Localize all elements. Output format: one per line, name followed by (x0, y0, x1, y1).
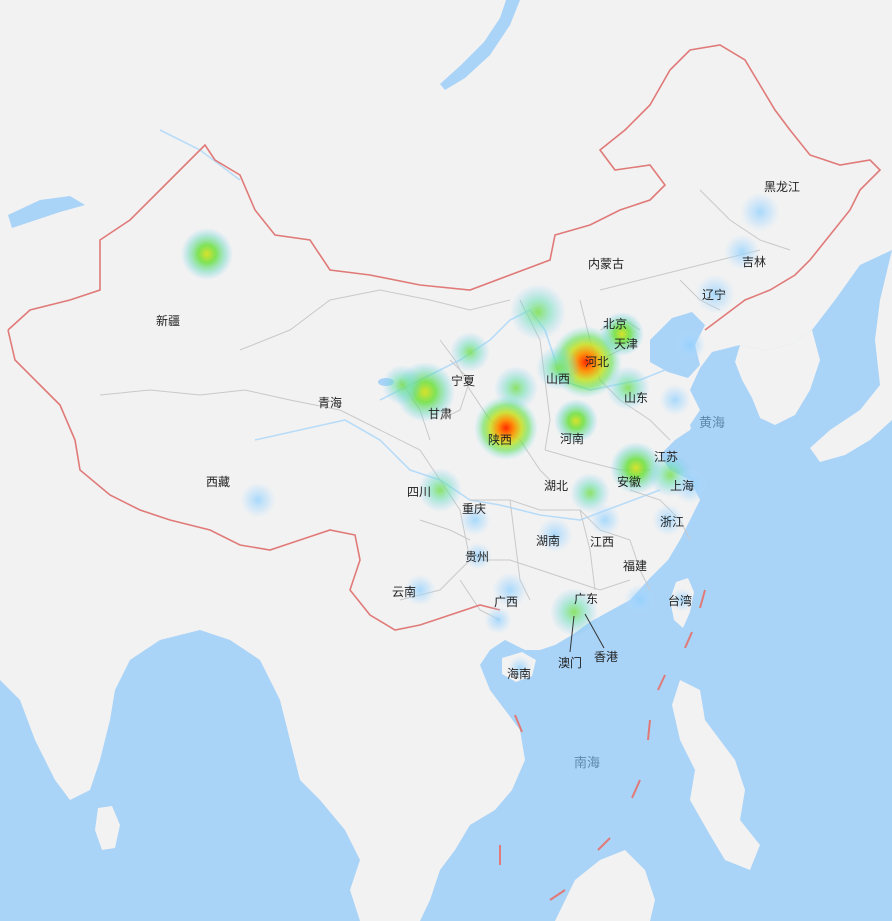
label-fujian: 福建 (623, 558, 647, 573)
heat-neimenggu (510, 284, 566, 340)
heat-shanghai (672, 468, 708, 504)
label-jilin: 吉林 (742, 255, 766, 269)
heat-ningxia (450, 332, 490, 372)
label-xinjiang: 新疆 (156, 313, 180, 328)
label-nanhai: 南海 (574, 755, 600, 771)
land-korea (735, 330, 820, 425)
label-shaanxi: 陕西 (488, 432, 512, 447)
label-huanghai: 黄海 (699, 416, 725, 431)
heat-layer (181, 192, 780, 680)
label-shandong: 山东 (624, 391, 648, 405)
land-japan (810, 250, 892, 462)
land-malay (360, 860, 400, 921)
heat-heilongjiang (740, 192, 780, 232)
heat-hainan (508, 656, 532, 680)
heat-shandong (606, 366, 650, 410)
label-qinghai: 青海 (318, 395, 342, 410)
label-shanghai: 上海 (670, 478, 694, 493)
label-sichuan: 四川 (407, 485, 431, 499)
heat-sichuan (418, 468, 462, 512)
label-chongqing: 重庆 (462, 502, 486, 516)
label-jiangxi: 江西 (590, 535, 614, 549)
heat-guangxi-b (484, 606, 512, 634)
label-zhejiang: 浙江 (660, 515, 684, 529)
heat-liaoning (695, 274, 735, 314)
heat-yunnan (404, 574, 436, 606)
label-jiangsu: 江苏 (654, 450, 678, 464)
label-ningxia: 宁夏 (451, 373, 475, 388)
heat-guangdong (550, 588, 598, 636)
label-guangdong: 广东 (574, 592, 598, 606)
land-philippines (672, 680, 760, 870)
heat-jilin (724, 234, 760, 270)
sea-labels: 黄海 南海 (574, 416, 725, 771)
yellow-sea (690, 362, 760, 448)
province-labels: 黑龙江 吉林 辽宁 内蒙古 北京 天津 河北 山西 山东 宁夏 甘肃 陕西 河南… (156, 180, 800, 681)
heat-xinjiang (181, 228, 233, 280)
national-border (7, 44, 882, 631)
heat-zhejiang (652, 504, 684, 536)
land-srilanka (95, 806, 120, 850)
heat-qingdao (659, 384, 691, 416)
heat-jiangxi (589, 504, 621, 536)
heat-shaanxi (474, 396, 538, 460)
label-hunan: 湖南 (536, 533, 560, 548)
label-hubei: 湖北 (544, 478, 568, 493)
heat-shanxi (536, 346, 580, 390)
heat-guizhou (464, 542, 492, 570)
label-tianjin: 天津 (614, 337, 638, 351)
label-guizhou: 贵州 (465, 550, 489, 564)
label-xizang: 西藏 (206, 475, 230, 489)
label-yunnan: 云南 (392, 584, 416, 599)
heat-bohai (674, 329, 706, 361)
label-hebei: 河北 (585, 355, 609, 369)
label-henan: 河南 (560, 431, 584, 446)
label-liaoning: 辽宁 (702, 287, 726, 302)
heat-hunan (537, 517, 573, 553)
label-hainan: 海南 (507, 666, 531, 681)
heat-taiwan (670, 588, 694, 612)
heat-hubei (570, 473, 610, 513)
heat-gansu-b (382, 365, 422, 405)
label-taiwan: 台湾 (668, 593, 692, 608)
heat-fujian (624, 584, 656, 616)
lake-balkhash (8, 196, 85, 228)
label-shanxi: 山西 (546, 372, 570, 386)
label-gansu: 甘肃 (428, 407, 452, 421)
label-anhui: 安徽 (617, 474, 641, 489)
label-guangxi: 广西 (494, 595, 518, 609)
label-neimenggu: 内蒙古 (588, 256, 624, 271)
label-beijing: 北京 (603, 317, 627, 331)
heat-chongqing (459, 504, 491, 536)
nine-dash-line (499, 589, 706, 901)
label-aomen: 澳门 (558, 655, 582, 670)
land-borneo (555, 850, 655, 921)
heat-xizang (240, 482, 276, 518)
heat-guangxi (492, 572, 528, 608)
heat-henan (554, 399, 598, 443)
label-xianggang: 香港 (594, 650, 618, 664)
heat-beijing (600, 312, 644, 356)
leader-lines (569, 613, 605, 653)
lake-baikal (440, 0, 520, 90)
label-heilongjiang: 黑龙江 (764, 180, 800, 194)
